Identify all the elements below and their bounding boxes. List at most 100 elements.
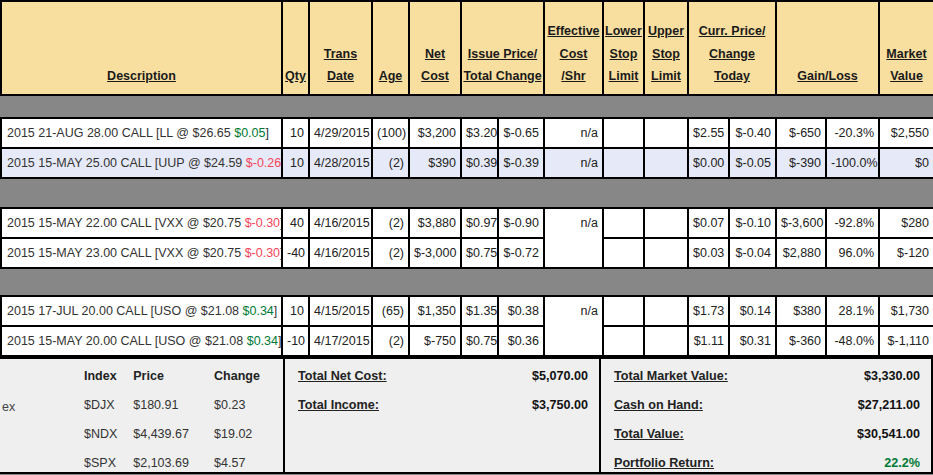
market-value-cell: $-120 bbox=[879, 238, 933, 268]
index-change: $19.02 bbox=[214, 419, 283, 448]
issue-price-cell: $3.20 bbox=[461, 118, 498, 148]
col-header-issue-price-total-change[interactable]: Issue Price/ Total Change bbox=[461, 1, 544, 95]
total-market-value-value: $3,330.00 bbox=[864, 369, 920, 383]
age-cell: (100) bbox=[372, 118, 409, 148]
position-row-vxx-23-call: 2015 15-MAY 23.00 CALL [VXX @ $20.75 $-0… bbox=[1, 238, 933, 268]
total-change-cell: $-0.65 bbox=[498, 118, 544, 148]
positions-header-table: Description Qty Trans Date Age Net Cost … bbox=[0, 0, 933, 96]
position-description: 2015 15-MAY 23.00 CALL [VXX @ $20.75 $-0… bbox=[1, 238, 282, 268]
total-income-row: Total Income: $3,750.00 bbox=[285, 390, 599, 419]
description-text: 2015 15-MAY 25.00 CALL [UUP @ $24.59 bbox=[7, 156, 246, 170]
col-header-gain-loss[interactable]: Gain/Loss bbox=[776, 1, 879, 95]
net-cost-cell: $1,350 bbox=[409, 296, 461, 326]
col-header-net-cost[interactable]: Net Cost bbox=[409, 1, 461, 95]
description-bracket: ] bbox=[265, 126, 268, 140]
position-row-uso-jul-call: 2015 17-JUL 20.00 CALL [USO @ $21.08 $0.… bbox=[1, 296, 933, 326]
total-change-cell: $-0.72 bbox=[498, 238, 544, 268]
value-totals-panel: Total Market Value: $3,330.00 Cash on Ha… bbox=[601, 357, 933, 474]
change-today-cell: $-0.05 bbox=[729, 148, 776, 178]
total-market-value-label: Total Market Value: bbox=[614, 369, 728, 383]
index-symbol: $DJX bbox=[84, 390, 133, 419]
position-row-vxx-22-call: 2015 15-MAY 22.00 CALL [VXX @ $20.75 $-0… bbox=[1, 208, 933, 238]
trans-date-cell: 4/15/2015 bbox=[309, 296, 372, 326]
index-change: $4.57 bbox=[214, 448, 283, 475]
market-value-cell: $0 bbox=[879, 148, 933, 178]
ticker-change: $0.05 bbox=[234, 126, 265, 140]
col-header-effective-cost[interactable]: Effective Cost /Shr bbox=[544, 1, 603, 95]
position-group-3: 2015 17-JUL 20.00 CALL [USO @ $21.08 $0.… bbox=[0, 295, 933, 357]
upper-stop-cell bbox=[644, 326, 688, 356]
total-change-cell: $0.36 bbox=[498, 326, 544, 356]
description-text: 2015 15-MAY 23.00 CALL [VXX @ $20.75 bbox=[7, 246, 245, 260]
description-text: 2015 15-MAY 22.00 CALL [VXX @ $20.75 bbox=[7, 216, 245, 230]
curr-price-cell: $2.55 bbox=[688, 118, 729, 148]
net-cost-cell: $-750 bbox=[409, 326, 461, 356]
gain-cell: $-390 bbox=[776, 148, 826, 178]
position-group-1: 2015 21-AUG 28.00 CALL [LL @ $26.65 $0.0… bbox=[0, 117, 933, 179]
col-header-upper-stop-limit[interactable]: Upper Stop Limit bbox=[644, 1, 688, 95]
market-value-cell: $-1,110 bbox=[879, 326, 933, 356]
position-description: 2015 15-MAY 22.00 CALL [VXX @ $20.75 $-0… bbox=[1, 208, 282, 238]
trans-date-cell: 4/16/2015 bbox=[309, 208, 372, 238]
total-income-value: $3,750.00 bbox=[532, 398, 588, 412]
lower-stop-cell bbox=[603, 208, 644, 238]
cash-on-hand-row: Cash on Hand: $27,211.00 bbox=[601, 390, 931, 419]
index-row-ndx: $NDX $4,439.67 $19.02 bbox=[84, 419, 283, 448]
index-symbol: $NDX bbox=[84, 419, 133, 448]
position-description: 2015 17-JUL 20.00 CALL [USO @ $21.08 $0.… bbox=[1, 296, 282, 326]
price-col-header: Price bbox=[133, 361, 214, 390]
col-header-age[interactable]: Age bbox=[372, 1, 409, 95]
net-cost-cell: $-3,000 bbox=[409, 238, 461, 268]
change-today-cell: $0.31 bbox=[729, 326, 776, 356]
col-header-curr-price-change-today[interactable]: Curr. Price/ Change Today bbox=[688, 1, 776, 95]
portfolio-return-value: 22.2% bbox=[884, 456, 920, 470]
issue-price-cell: $0.75 bbox=[461, 238, 498, 268]
effective-cost-cell: n/a bbox=[544, 296, 603, 356]
lower-stop-cell bbox=[603, 296, 644, 326]
gain-cell: $2,880 bbox=[776, 238, 826, 268]
upper-stop-cell bbox=[644, 296, 688, 326]
total-change-cell: $0.38 bbox=[498, 296, 544, 326]
gain-cell: $-650 bbox=[776, 118, 826, 148]
position-row-ll-aug-call: 2015 21-AUG 28.00 CALL [LL @ $26.65 $0.0… bbox=[1, 118, 933, 148]
col-header-qty[interactable]: Qty bbox=[282, 1, 309, 95]
change-today-cell: $-0.40 bbox=[729, 118, 776, 148]
total-net-cost-row: Total Net Cost: $5,070.00 bbox=[285, 361, 599, 390]
position-description: 2015 15-MAY 25.00 CALL [UUP @ $24.59 $-0… bbox=[1, 148, 282, 178]
curr-price-cell: $0.00 bbox=[688, 148, 729, 178]
col-header-market-value[interactable]: Market Value bbox=[879, 1, 933, 95]
ticker-change: $-0.30 bbox=[245, 246, 280, 260]
gain-cell: $-360 bbox=[776, 326, 826, 356]
upper-stop-cell bbox=[644, 208, 688, 238]
position-row-uso-may-call: 2015 15-MAY 20.00 CALL [USO @ $21.08 $0.… bbox=[1, 326, 933, 356]
market-value-cell: $1,730 bbox=[879, 296, 933, 326]
col-header-trans-date[interactable]: Trans Date bbox=[309, 1, 372, 95]
age-cell: (65) bbox=[372, 296, 409, 326]
index-row-spx: $SPX $2,103.69 $4.57 bbox=[84, 448, 283, 475]
qty-cell: 10 bbox=[282, 118, 309, 148]
index-price: $2,103.69 bbox=[133, 448, 214, 475]
lower-stop-cell bbox=[603, 238, 644, 268]
index-table-header: Index Price Change bbox=[84, 361, 283, 390]
trans-date-cell: 4/17/2015 bbox=[309, 326, 372, 356]
position-description: 2015 15-MAY 20.00 CALL [USO @ $21.08 $0.… bbox=[1, 326, 282, 356]
age-cell: (2) bbox=[372, 326, 409, 356]
portfolio-return-row: Portfolio Return: 22.2% bbox=[601, 448, 931, 475]
gain-pct-cell: 96.0% bbox=[826, 238, 879, 268]
col-header-description[interactable]: Description bbox=[1, 1, 282, 95]
cutoff-label: ex bbox=[2, 400, 15, 414]
net-cost-cell: $3,200 bbox=[409, 118, 461, 148]
curr-price-cell: $1.73 bbox=[688, 296, 729, 326]
total-income-label: Total Income: bbox=[298, 398, 379, 412]
col-header-lower-stop-limit[interactable]: Lower Stop Limit bbox=[603, 1, 644, 95]
effective-cost-cell: n/a bbox=[544, 208, 603, 268]
total-value-value: $30,541.00 bbox=[857, 427, 920, 441]
market-value-cell: $2,550 bbox=[879, 118, 933, 148]
issue-price-cell: $0.39 bbox=[461, 148, 498, 178]
change-today-cell: $0.14 bbox=[729, 296, 776, 326]
total-change-cell: $-0.39 bbox=[498, 148, 544, 178]
issue-price-cell: $1.35 bbox=[461, 296, 498, 326]
age-cell: (2) bbox=[372, 148, 409, 178]
lower-stop-cell bbox=[603, 118, 644, 148]
change-today-cell: $-0.10 bbox=[729, 208, 776, 238]
